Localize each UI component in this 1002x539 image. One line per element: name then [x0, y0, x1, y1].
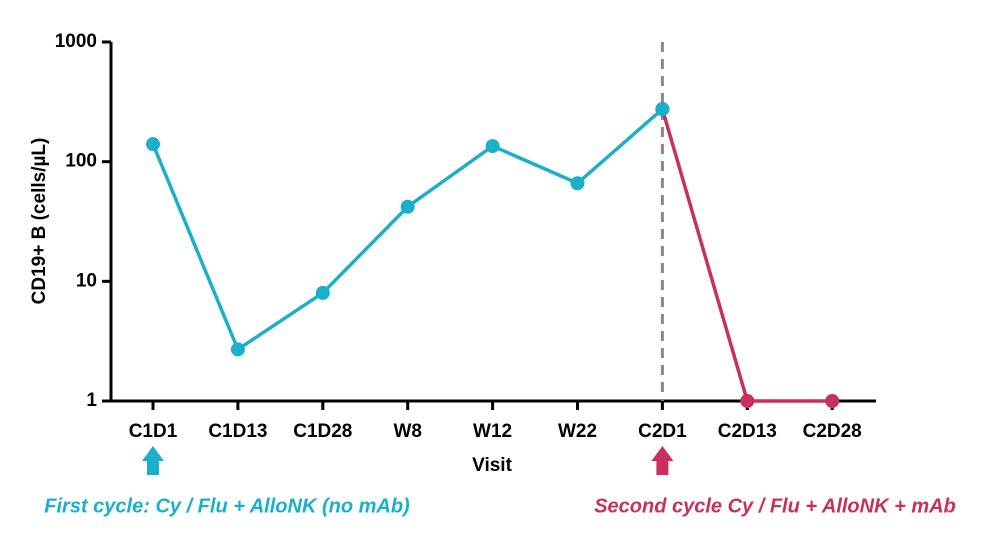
y-tick-label: 10 [76, 270, 97, 291]
x-tick-label: C2D1 [638, 421, 687, 442]
x-axis-label: Visit [472, 455, 512, 476]
y-tick-label: 1000 [55, 31, 97, 52]
y-tick-label: 1 [86, 390, 97, 411]
series-line [151, 107, 664, 353]
arrow [651, 446, 674, 475]
y-axis-label: CD19+ B (cells/µL) [29, 138, 50, 305]
data-point [825, 394, 840, 408]
x-tick-label: C1D1 [129, 421, 178, 442]
x-tick-label: C2D13 [718, 421, 777, 442]
data-point [570, 176, 585, 191]
x-tick-label: C2D28 [803, 421, 862, 442]
data-point [230, 342, 245, 357]
data-point [315, 285, 330, 300]
data-point [740, 394, 755, 408]
x-tick-label: W12 [473, 421, 512, 442]
data-point [485, 139, 500, 154]
annotation: First cycle: Cy / Flu + AlloNK (no mAb) [44, 495, 410, 517]
x-tick-label: W8 [393, 421, 422, 442]
x-tick-label: C1D28 [293, 421, 352, 442]
x-tick-label: W22 [558, 421, 597, 442]
annotation: Second cycle Cy / Flu + AlloNK + mAb [594, 495, 956, 517]
data-point [400, 199, 415, 214]
arrow [142, 446, 164, 475]
series-line [660, 108, 833, 403]
y-tick-label: 100 [65, 151, 97, 172]
x-tick-label: C1D13 [208, 421, 267, 442]
data-point [655, 102, 670, 117]
data-point [146, 137, 160, 152]
